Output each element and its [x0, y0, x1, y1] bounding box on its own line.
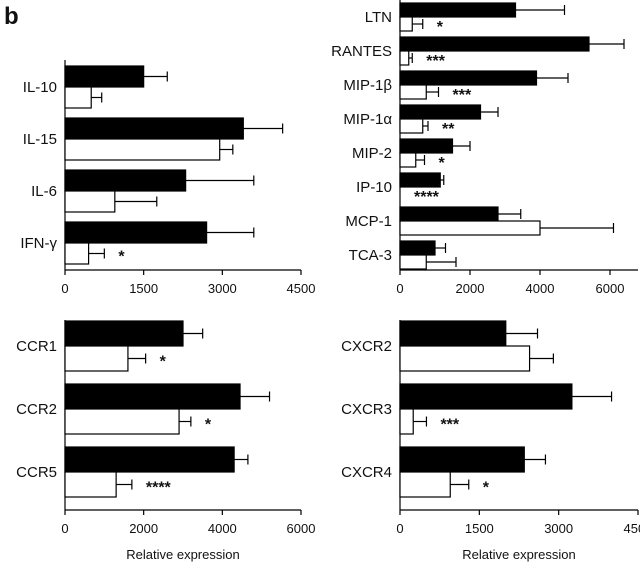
x-tick-label: 6000 — [287, 521, 316, 536]
bar-filled — [64, 117, 244, 140]
bar-filled — [64, 65, 145, 88]
bar-open — [399, 471, 451, 498]
x-tick-label: 1500 — [129, 281, 158, 296]
category-label: CCR2 — [16, 401, 57, 418]
chart-cytokines: 0 1500 3000 4500 IL-10 IL-15 IL-6 IFN-γ * — [20, 60, 315, 296]
significance-marker: * — [439, 155, 446, 172]
bar-filled — [64, 383, 241, 410]
bar-open — [399, 16, 413, 32]
significance-marker: **** — [414, 189, 440, 206]
panel-label: b — [4, 3, 19, 30]
x-tick-label: 2000 — [129, 521, 158, 536]
category-label: CCR5 — [16, 464, 57, 481]
bar-open — [399, 408, 414, 435]
category-label: RANTES — [331, 43, 392, 60]
bar-filled — [399, 2, 517, 18]
significance-marker: * — [160, 354, 167, 371]
bar-open — [64, 471, 117, 498]
bar-open — [399, 254, 427, 270]
bar-open — [399, 50, 410, 66]
significance-marker: *** — [426, 53, 445, 70]
significance-marker: * — [483, 480, 490, 497]
bar-filled — [399, 446, 525, 473]
bar-open — [399, 84, 427, 100]
bar-open — [64, 138, 221, 161]
chart-chemokines: 0 2000 4000 6000LTN*RANTES***MIP-1β***MIP-1… — [331, 0, 638, 296]
chart-cxc-receptors: 0 1500 3000 4500 Relative expression CXCR2 CXC… — [341, 320, 640, 562]
category-label: CXCR4 — [341, 464, 392, 481]
category-label: IFN-γ — [20, 235, 57, 252]
x-tick-label: 3000 — [208, 281, 237, 296]
significance-marker: *** — [440, 417, 459, 434]
category-label: IP-10 — [356, 179, 392, 196]
significance-marker: * — [118, 249, 125, 266]
bar-filled — [399, 172, 441, 188]
bar-filled — [399, 206, 499, 222]
category-label: MIP-2 — [352, 145, 392, 162]
category-label: IL-10 — [23, 79, 57, 96]
x-tick-label: 4000 — [208, 521, 237, 536]
x-tick-label: 0 — [396, 521, 403, 536]
bar-open — [64, 408, 180, 435]
bar-filled — [399, 138, 454, 154]
bar-filled — [399, 240, 436, 256]
x-tick-label: 0 — [396, 281, 403, 296]
bar-filled — [399, 320, 507, 347]
significance-marker: *** — [453, 87, 472, 104]
significance-marker: * — [437, 19, 444, 36]
bar-filled — [399, 36, 590, 52]
bar-open — [64, 345, 129, 372]
bar-open — [64, 242, 90, 265]
category-label: MCP-1 — [345, 213, 392, 230]
bar-filled — [64, 221, 208, 244]
bar-filled — [64, 320, 184, 347]
bar-open — [399, 345, 531, 372]
category-label: CXCR3 — [341, 401, 392, 418]
significance-marker: ** — [442, 121, 455, 138]
category-label: MIP-1α — [343, 111, 392, 128]
category-label: CCR1 — [16, 338, 57, 355]
bar-open — [399, 152, 417, 168]
bar-open — [399, 118, 424, 134]
x-tick-label: 1500 — [465, 521, 494, 536]
significance-marker: **** — [146, 480, 172, 497]
x-tick-label: 3000 — [544, 521, 573, 536]
x-tick-label: 0 — [61, 281, 68, 296]
category-label: LTN — [365, 9, 392, 26]
chart-cc-receptors: 0 2000 4000 6000 Relative expression CCR1 * CCR… — [16, 320, 315, 562]
bar-open — [64, 190, 116, 213]
bar-open — [399, 220, 541, 236]
x-axis-label: Relative expression — [126, 547, 239, 562]
x-tick-label: 6000 — [596, 281, 625, 296]
x-tick-label: 0 — [61, 521, 68, 536]
x-tick-label: 4500 — [624, 521, 640, 536]
category-label: IL-15 — [23, 131, 57, 148]
category-label: TCA-3 — [349, 247, 392, 264]
bar-open — [64, 86, 92, 109]
x-axis-label: Relative expression — [462, 547, 575, 562]
bar-filled — [399, 70, 538, 86]
category-label: CXCR2 — [341, 338, 392, 355]
x-tick-label: 4500 — [287, 281, 316, 296]
category-label: MIP-1β — [343, 77, 392, 94]
x-tick-label: 4000 — [526, 281, 555, 296]
bar-filled — [399, 383, 573, 410]
significance-marker: * — [205, 417, 212, 434]
bar-filled — [64, 446, 235, 473]
category-label: IL-6 — [31, 183, 57, 200]
bar-filled — [399, 104, 482, 120]
bar-filled — [64, 169, 187, 192]
x-tick-label: 2000 — [456, 281, 485, 296]
